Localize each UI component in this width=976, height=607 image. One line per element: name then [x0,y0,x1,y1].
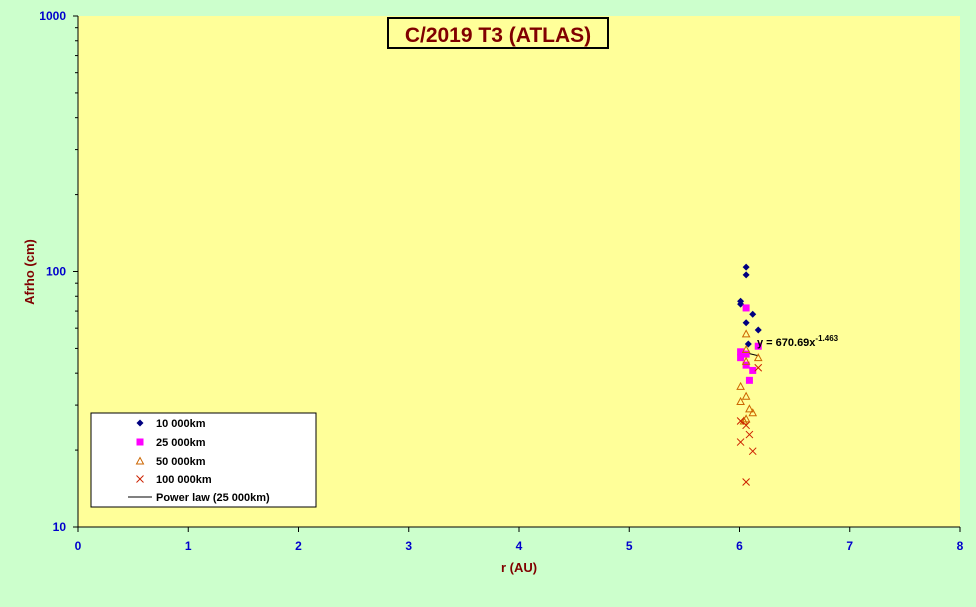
data-point-series-4 [742,421,750,430]
data-point-series-3 [741,344,751,354]
legend-label-3: 50 000km [156,456,206,468]
data-point-series-4 [736,417,745,425]
data-point-series-2 [737,348,745,356]
data-point-series-3 [753,353,763,362]
fit-equation-exponent: -1.463 [815,334,838,343]
data-point-series-1 [742,319,750,327]
y-tick-label: 10 [53,520,67,534]
x-tick-label: 1 [185,539,192,553]
data-point-series-2 [754,342,762,350]
legend-marker-4 [136,475,144,483]
y-axis-label: Afrho (cm) [22,239,37,305]
fit-equation: y = 670.69x-1.463 [757,334,839,349]
data-point-series-3 [741,329,751,338]
legend-label-5: Power law (25 000km) [156,492,270,504]
data-point-series-1 [737,300,745,308]
y-axis-ticks: 10 100 1000 [39,9,78,534]
legend-box [90,412,317,508]
x-tick-label: 0 [75,539,82,553]
data-point-series-2 [745,376,753,384]
legend-items [128,419,152,498]
data-point-series-4 [742,478,750,486]
data-point-series-2 [742,304,750,312]
data-point-series-3 [745,404,754,413]
data-point-series-2 [749,366,757,374]
chart-title-box [387,17,609,49]
data-point-series-3 [741,356,751,365]
legend-label-4: 100 000km [156,474,212,486]
x-tick-label: 3 [405,539,412,553]
legend: 10 000km 25 000km 50 000km 100 000km Pow… [90,412,317,508]
legend-label-1: 10 000km [156,418,206,430]
fit-equation-base: y = 670.69x [757,337,816,349]
x-axis-label: r (AU) [501,560,537,575]
data-point-series-3 [748,408,758,417]
data-point-series-3 [736,396,745,405]
legend-label-2: 25 000km [156,437,206,449]
data-point-series-2 [737,354,745,362]
x-tick-label: 4 [516,539,523,553]
y-tick-label: 100 [46,265,66,279]
data-point-series-3 [741,391,751,400]
data-point-series-4 [745,430,754,439]
x-tick-label: 7 [846,539,853,553]
data-point-series-1 [744,340,752,348]
data-point-series-4 [748,447,757,456]
x-tick-label: 5 [626,539,633,553]
data-point-series-1 [742,271,750,279]
chart-title: C/2019 T3 (ATLAS) [405,24,591,47]
x-axis-ticks: 0 1 2 3 4 5 6 7 8 [75,527,964,553]
legend-marker-3 [135,456,145,465]
data-points [736,263,763,486]
y-tick-label: 1000 [39,9,66,23]
data-point-series-1 [754,326,762,334]
data-point-series-4 [736,438,745,446]
data-point-series-1 [742,263,750,271]
x-tick-label: 6 [736,539,743,553]
data-point-series-2 [742,350,750,358]
data-point-series-2 [742,361,750,369]
data-point-series-3 [736,381,745,390]
data-point-series-1 [749,310,757,318]
data-point-series-4 [754,363,763,372]
legend-marker-2 [136,438,144,446]
legend-marker-1 [136,419,144,427]
x-tick-label: 2 [295,539,302,553]
x-tick-label: 8 [957,539,964,553]
